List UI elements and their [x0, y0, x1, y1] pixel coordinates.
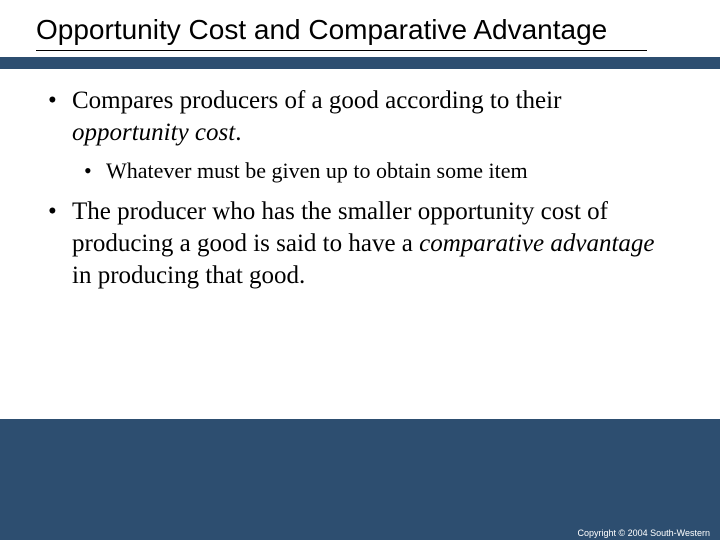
- bullet-3: The producer who has the smaller opportu…: [48, 196, 672, 292]
- bullet-3-italic: comparative advantage: [419, 230, 654, 257]
- bullet-2-text: Whatever must be given up to obtain some…: [106, 158, 528, 183]
- bullet-2: Whatever must be given up to obtain some…: [84, 157, 672, 186]
- slide-title: Opportunity Cost and Comparative Advanta…: [36, 14, 647, 51]
- bullet-3-post: in producing that good.: [72, 262, 305, 289]
- copyright-text: Copyright © 2004 South-Western: [577, 528, 710, 538]
- bullet-1-italic: opportunity cost: [72, 119, 235, 146]
- bullet-1-post: .: [235, 119, 241, 146]
- slide-container: Opportunity Cost and Comparative Advanta…: [0, 0, 720, 540]
- title-band: Opportunity Cost and Comparative Advanta…: [0, 0, 720, 57]
- content-area: Compares producers of a good according t…: [0, 69, 720, 419]
- bullet-1-pre: Compares producers of a good according t…: [72, 87, 561, 114]
- bullet-1: Compares producers of a good according t…: [48, 85, 672, 149]
